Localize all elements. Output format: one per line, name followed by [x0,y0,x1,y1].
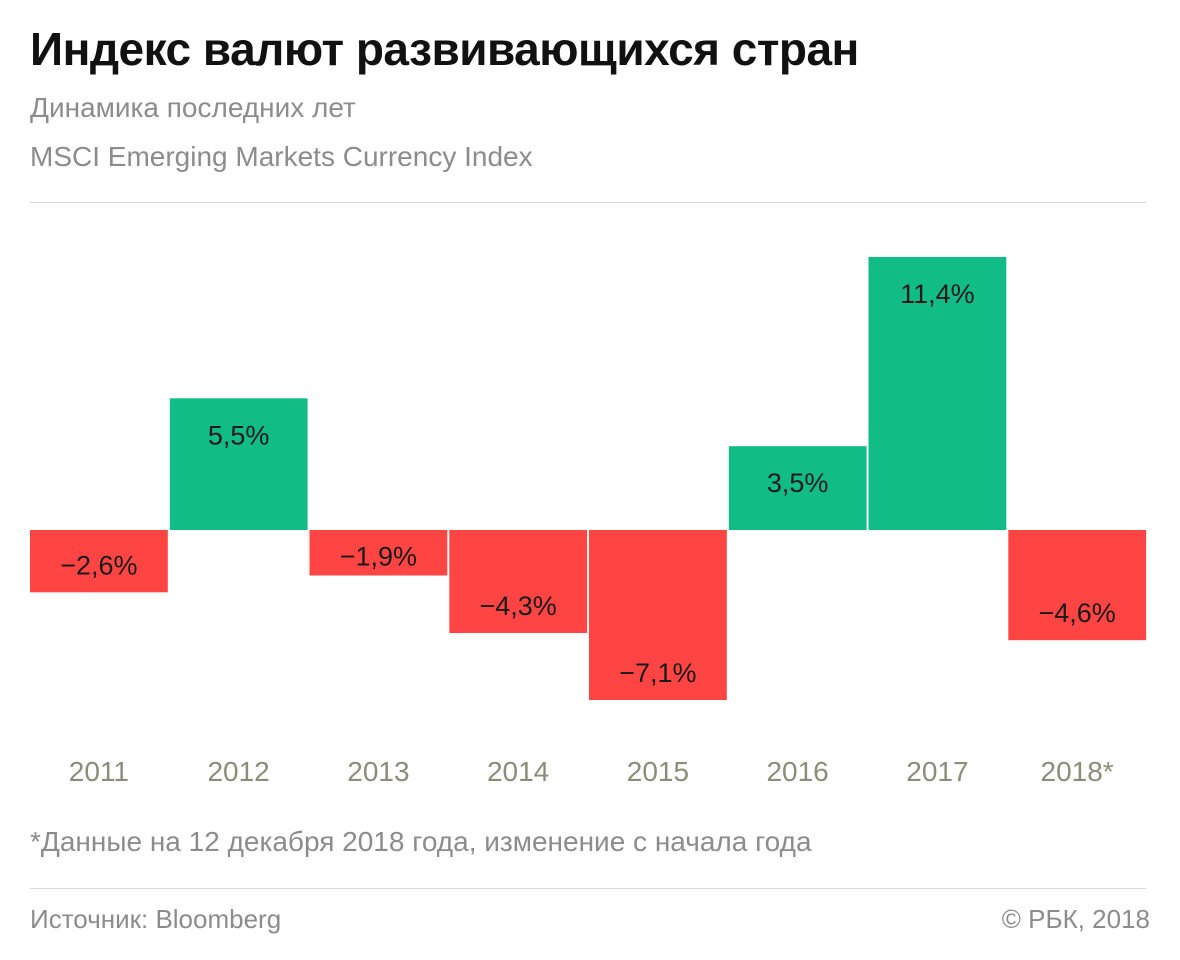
copyright-text: © РБК, 2018 [1001,904,1150,934]
data-label-2013: −1,9% [340,542,417,572]
x-tick-label-2015: 2015 [627,756,689,787]
top-divider [30,202,1146,203]
bar-2018 [1008,530,1147,641]
x-tick-label-2016: 2016 [766,756,828,787]
x-tick-label-2018: 2018* [1041,756,1114,787]
bar-2013 [309,530,448,576]
data-label-2012: 5,5% [208,420,270,450]
x-tick-label-2011: 2011 [69,756,129,787]
data-label-2014: −4,3% [479,591,556,621]
index-name: MSCI Emerging Markets Currency Index [30,141,533,172]
data-label-2011: −2,6% [60,550,137,580]
bar-2011 [30,530,168,593]
bar-2016 [728,446,867,530]
source-text: Источник: Bloomberg [30,904,282,934]
bar-2014 [449,530,588,633]
bar-2017 [868,257,1007,530]
bar-2012 [169,398,308,530]
x-tick-label-2012: 2012 [207,756,269,787]
data-label-2017: 11,4% [900,279,975,309]
bar-2015 [589,530,727,700]
data-label-2018: −4,6% [1038,598,1115,628]
chart-subtitle: Динамика последних лет [30,92,356,123]
x-tick-label-2013: 2013 [347,756,409,787]
data-label-2015: −7,1% [619,658,696,688]
chart-title: Индекс валют развивающихся стран [30,23,859,75]
x-tick-label-2017: 2017 [906,756,968,787]
data-label-2016: 3,5% [767,468,829,498]
x-tick-label-2014: 2014 [487,756,549,787]
footnote: *Данные на 12 декабря 2018 года, изменен… [30,826,812,857]
bottom-divider [30,888,1146,889]
